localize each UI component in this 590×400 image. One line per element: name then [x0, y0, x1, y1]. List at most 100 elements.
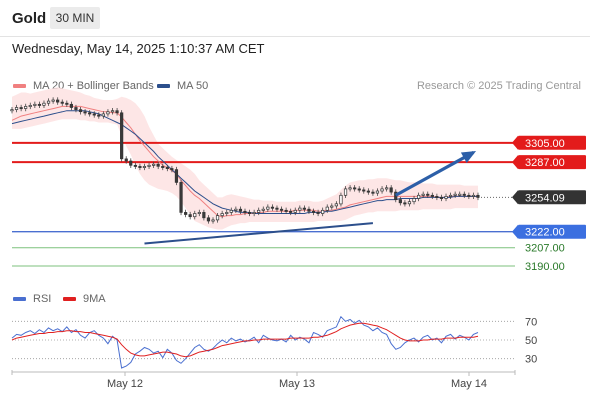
candle-body	[407, 201, 412, 205]
candle-body	[19, 107, 23, 110]
candle-body	[334, 203, 338, 207]
candle-10	[56, 97, 60, 105]
candle-body	[444, 196, 448, 199]
price-tag-3207.00: 3207.00	[525, 243, 565, 255]
candle-14	[74, 104, 78, 113]
ma9-swatch	[63, 297, 76, 301]
rsi-tick-50: 50	[525, 335, 537, 347]
candle-body	[257, 209, 261, 213]
candle-body	[385, 187, 389, 190]
candle-body	[247, 212, 252, 214]
candle-100	[467, 192, 471, 200]
candle-body	[476, 194, 480, 198]
price-tag-pointer	[512, 155, 518, 170]
candle-body	[243, 210, 247, 213]
candle-body	[252, 212, 256, 214]
candle-81	[380, 186, 384, 194]
research-credit: Research © 2025 Trading Central	[416, 80, 581, 92]
candle-42	[202, 209, 206, 221]
candle-64	[302, 205, 306, 212]
candle-body	[124, 158, 128, 162]
candle-body	[220, 213, 224, 216]
candle-89	[417, 192, 421, 202]
candle-body	[46, 100, 51, 104]
candle-body	[412, 198, 416, 203]
candle-74	[348, 185, 352, 192]
candle-53	[252, 209, 256, 217]
projection-arrow-head	[460, 151, 477, 164]
rsi-tick-30: 30	[525, 354, 537, 366]
candle-body	[380, 188, 384, 192]
candle-body	[453, 193, 457, 196]
candle-55	[261, 206, 265, 213]
candle-79	[371, 189, 375, 196]
candle-body	[366, 190, 370, 193]
candle-19	[97, 112, 101, 119]
candle-body	[69, 103, 73, 108]
legend-label-9ma: 9MA	[83, 293, 106, 305]
bollinger-band	[12, 87, 478, 230]
candle-98	[458, 191, 462, 197]
candle-13	[69, 101, 73, 111]
candle-body	[448, 194, 453, 197]
candle-body	[184, 212, 188, 215]
rsi-tick-70: 70	[525, 316, 537, 328]
candle-57	[270, 204, 275, 211]
rsi-swatch	[13, 297, 26, 301]
candle-body	[270, 206, 275, 209]
candle-body	[362, 189, 366, 192]
candle-body	[279, 208, 284, 211]
candle-body	[138, 166, 142, 168]
candle-69	[325, 204, 329, 213]
candle-27	[133, 162, 137, 170]
candle-body	[24, 106, 28, 109]
candle-body	[170, 168, 174, 171]
price-tag-text: 3190.00	[525, 261, 565, 273]
candle-9	[51, 97, 55, 104]
candle-body	[375, 190, 380, 194]
candle-46	[220, 210, 224, 219]
candle-body	[284, 209, 288, 212]
ma50-swatch	[157, 84, 170, 88]
candle-body	[426, 193, 430, 196]
price-tag-bg	[518, 155, 586, 170]
ma20-swatch	[13, 84, 26, 88]
candle-85	[398, 196, 402, 206]
candle-11	[60, 99, 64, 106]
candle-body	[302, 207, 306, 210]
candle-body	[238, 208, 243, 212]
candle-72	[339, 192, 343, 207]
candle-body	[261, 208, 265, 211]
candle-body	[161, 166, 165, 168]
candle-96	[448, 192, 453, 200]
candle-body	[202, 212, 206, 219]
candle-body	[275, 207, 279, 210]
candle-15	[78, 106, 83, 115]
candle-102	[476, 192, 480, 201]
timeframe-button[interactable]: 30 MIN	[50, 7, 100, 29]
candle-body	[78, 109, 83, 113]
candle-20	[101, 111, 105, 119]
candle-71	[334, 201, 338, 209]
candle-body	[110, 110, 115, 113]
candle-29	[142, 163, 147, 171]
candle-body	[266, 206, 270, 210]
x-tick-label: May 12	[107, 378, 143, 390]
candle-body	[307, 208, 311, 212]
price-tag-text: 3305.00	[525, 138, 565, 150]
candle-body	[37, 103, 42, 106]
candle-94	[439, 194, 444, 202]
candle-1	[14, 104, 19, 113]
candle-58	[275, 205, 279, 212]
candle-59	[279, 206, 284, 213]
candle-body	[115, 110, 119, 114]
candle-body	[56, 99, 60, 103]
candle-45	[215, 212, 220, 223]
candle-61	[289, 208, 293, 216]
candle-body	[439, 197, 444, 199]
candle-39	[188, 211, 192, 220]
candle-65	[307, 206, 311, 215]
candle-body	[92, 113, 96, 116]
candle-body	[417, 194, 421, 199]
